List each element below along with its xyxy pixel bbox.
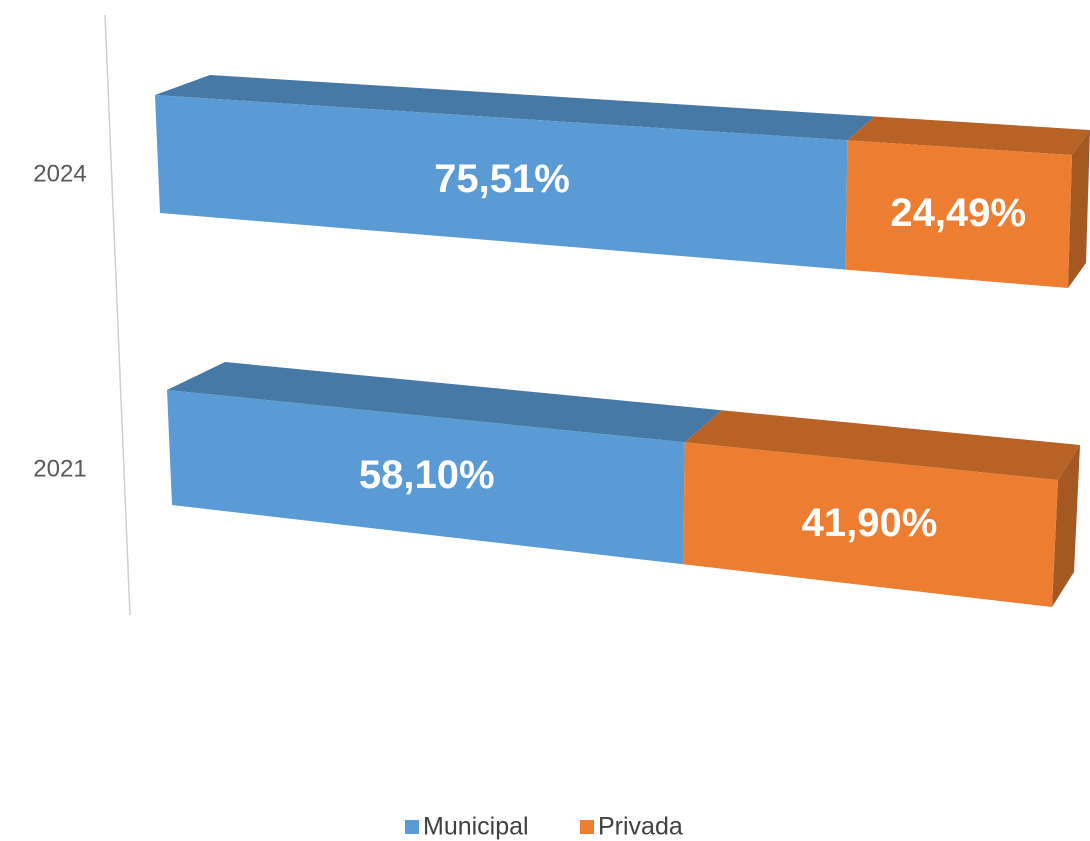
legend-label: Municipal	[423, 813, 529, 841]
bar-top	[155, 75, 875, 141]
data-label: 75,51%	[434, 157, 570, 201]
bar-top	[167, 362, 722, 443]
legend-swatch	[405, 820, 419, 834]
data-label: 24,49%	[890, 191, 1026, 235]
bar	[167, 390, 685, 565]
bar-side	[1052, 445, 1080, 607]
data-label: 41,90%	[802, 501, 938, 545]
bar	[845, 140, 1072, 288]
legend-swatch	[580, 820, 594, 834]
bar	[155, 95, 848, 270]
bar-side	[1068, 130, 1090, 288]
data-label: 58,10%	[359, 453, 495, 497]
category-label: 2024	[33, 160, 86, 187]
bar-top	[684, 410, 1080, 480]
legend-label: Privada	[598, 813, 683, 841]
bar	[683, 442, 1058, 607]
category-label: 2021	[33, 455, 86, 482]
category-axis	[104, 14, 131, 616]
bar-top	[847, 116, 1090, 155]
